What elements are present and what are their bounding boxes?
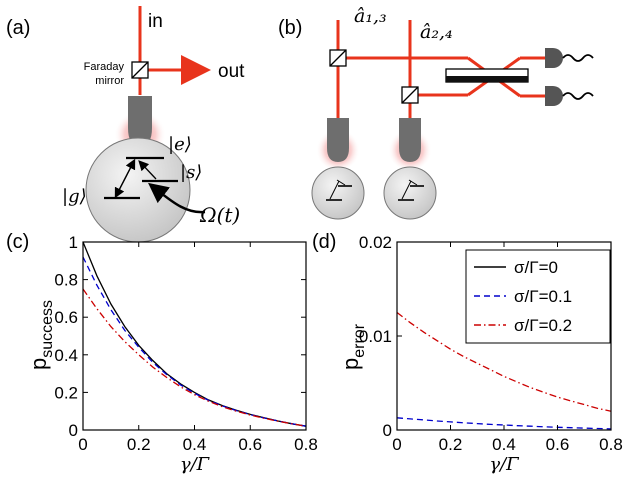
series-line-1	[82, 241, 307, 427]
omega-arrow	[148, 182, 206, 214]
faraday-mirror-label-1: Faraday	[84, 61, 125, 73]
faraday-mirror-label-2: mirror	[95, 75, 124, 87]
detector-bottom-icon	[545, 86, 594, 106]
omega-label: Ω(t)	[199, 203, 240, 227]
out-label: out	[218, 61, 245, 82]
series-line-2	[82, 256, 307, 427]
y-tick-label: 0.4	[54, 346, 78, 365]
legend-entry: σ/Γ=0.1	[514, 287, 572, 306]
state-e-label: |e⟩	[168, 134, 192, 155]
series-line-3	[82, 288, 307, 427]
x-tick-label: 0.2	[439, 435, 463, 454]
mode-13-label: â₁,₃	[354, 5, 387, 27]
detector-top-icon	[545, 48, 594, 68]
x-tick-label: 0	[78, 435, 87, 454]
panel-c-label: (c)	[6, 231, 29, 253]
y-tick-label: 0.2	[54, 383, 78, 402]
y-tick-label: 0.01	[359, 327, 392, 346]
cavity-tip-icon	[128, 96, 152, 146]
y-tick-label: 0	[383, 421, 392, 440]
legend-entry: σ/Γ=0	[514, 258, 558, 277]
y-tick-label: 0.02	[359, 233, 392, 252]
panel-b-label: (b)	[278, 17, 302, 39]
y-tick-label: 0	[69, 421, 78, 440]
in-label: in	[148, 11, 163, 32]
x-tick-label: 0.8	[599, 435, 623, 454]
cavity-tip-13-icon	[327, 118, 349, 162]
chart-d: (d) 0 0.2 0.4 0.6 0.8 0 0.01 0.02 γ/Γ perror σ/Γ=0…	[312, 231, 623, 475]
y-axis-label: psuccess	[26, 300, 56, 370]
x-tick-label: 0.6	[546, 435, 570, 454]
y-axis-label: perror	[338, 323, 368, 370]
atom-24-icon	[383, 166, 437, 220]
y-tick-label: 0.8	[54, 271, 78, 290]
legend-entry: σ/Γ=0.2	[514, 316, 572, 335]
x-tick-label: 0	[392, 435, 401, 454]
atom-13-icon	[311, 166, 365, 220]
state-s-label: |s⟩	[180, 162, 202, 183]
x-tick-label: 0.8	[294, 435, 318, 454]
x-axis-label: γ/Γ	[180, 454, 211, 475]
x-tick-label: 0.4	[492, 435, 516, 454]
state-g-label: |g⟩	[62, 186, 87, 207]
x-tick-label: 0.2	[127, 435, 151, 454]
panel-d-label: (d)	[312, 231, 336, 253]
panel-a: (a) in out Faraday mirror |e⟩ |s⟩ |g⟩ Ω(…	[6, 6, 245, 243]
panel-b: (b) â₁,₃ â₂,₄	[278, 5, 594, 220]
plot-frame	[82, 241, 307, 431]
x-tick-label: 0.4	[183, 435, 207, 454]
cavity-tip-24-icon	[399, 118, 421, 162]
y-tick-label: 1	[69, 233, 78, 252]
y-tick-label: 0.6	[54, 308, 78, 327]
x-axis-label: γ/Γ	[489, 454, 520, 475]
panel-a-label: (a)	[6, 17, 30, 39]
mode-24-label: â₂,₄	[420, 21, 453, 43]
x-tick-label: 0.6	[238, 435, 262, 454]
series-line-2	[396, 417, 612, 430]
chart-c: (c) 0 0.2 0.4 0.6 0.8 0 0.2 0.4 0.6 0.8 1 γ/Γ psucce…	[6, 231, 318, 475]
series-line-3	[396, 311, 612, 412]
